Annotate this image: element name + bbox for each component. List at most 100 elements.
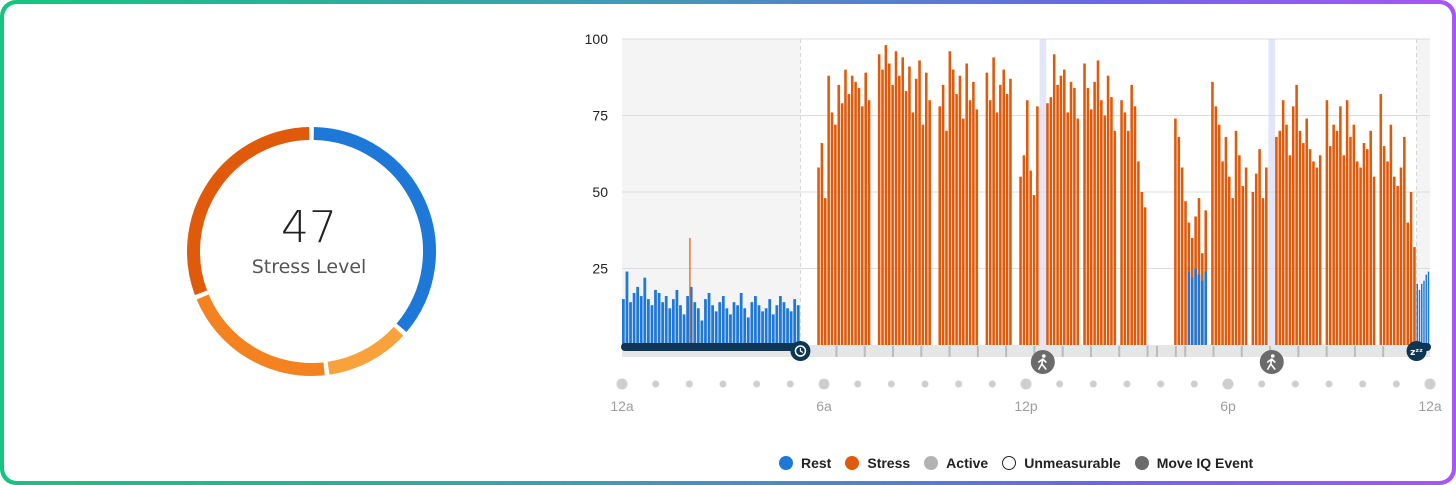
hour-dot — [1089, 380, 1097, 388]
x-tick-label: 6a — [816, 398, 832, 414]
stress-bar — [941, 84, 945, 346]
stress-bar — [908, 66, 911, 345]
rest-bar — [711, 305, 714, 345]
stress-bar — [945, 130, 948, 345]
legend-dot-stress — [845, 456, 860, 470]
stress-bar — [1002, 69, 1005, 345]
rest-bar — [1187, 271, 1191, 345]
stress-bar — [891, 84, 894, 346]
stress-bar — [951, 69, 955, 345]
stress-bar — [1234, 130, 1238, 345]
stress-bar — [985, 72, 989, 345]
stress-bar — [938, 106, 942, 345]
stress-bar — [1103, 115, 1106, 345]
stress-gauge — [187, 127, 436, 376]
stress-bar — [1413, 247, 1416, 345]
stress-bar — [1238, 155, 1241, 345]
stress-bar — [1177, 136, 1181, 345]
stress-bar — [901, 57, 904, 346]
gauge-segment-medium — [196, 294, 325, 376]
stress-bar — [887, 63, 891, 345]
rest-bar — [757, 305, 761, 345]
legend-item-stress[interactable]: Stress — [845, 455, 910, 471]
stress-bar — [921, 124, 925, 346]
rest-bar — [1204, 271, 1207, 345]
hour-dot — [921, 380, 929, 388]
stress-bar — [1005, 94, 1009, 345]
rest-bar — [668, 308, 672, 345]
stress-bar — [1278, 130, 1282, 345]
legend-item-unmeasurable[interactable]: Unmeasurable — [1002, 455, 1121, 471]
stress-bar — [1308, 149, 1312, 345]
stress-bar — [999, 84, 1002, 346]
rest-bar — [1416, 283, 1418, 345]
rest-bar — [661, 302, 665, 345]
stress-bar — [1052, 54, 1056, 346]
stress-bar — [1251, 192, 1255, 345]
rest-bar — [707, 292, 711, 345]
stress-bar — [995, 112, 999, 345]
stress-level-value: 47 — [281, 202, 337, 253]
stress-bar — [1382, 146, 1386, 345]
rest-bar — [639, 296, 643, 345]
stress-bar — [1399, 167, 1403, 345]
stress-bar — [955, 94, 958, 345]
rest-bar — [761, 311, 764, 345]
stress-bar — [854, 81, 857, 345]
stress-bar — [1056, 84, 1059, 346]
stress-bar — [837, 84, 841, 346]
stress-bar — [884, 45, 888, 346]
hour-dot — [1325, 380, 1333, 388]
rest-bar — [725, 308, 729, 345]
stress-bar — [877, 54, 881, 346]
stress-bar — [1329, 146, 1332, 345]
legend-item-rest[interactable]: Rest — [779, 455, 831, 471]
stress-bar — [1086, 87, 1090, 346]
stress-bar — [1325, 100, 1329, 345]
hour-dot-major — [1222, 378, 1234, 390]
legend-dot-move-iq — [1134, 456, 1149, 470]
legend-label-move-iq: Move IQ Event — [1156, 455, 1254, 471]
stress-bar — [1298, 130, 1302, 345]
rest-bar — [750, 302, 754, 345]
hour-dot — [1359, 380, 1367, 388]
stress-bar — [1106, 75, 1110, 345]
rest-bar — [704, 299, 707, 345]
y-tick-label: 50 — [592, 184, 608, 200]
stress-bar — [898, 75, 901, 345]
rest-bar — [789, 311, 793, 345]
stress-bar — [1288, 155, 1292, 345]
active-tick — [1184, 346, 1187, 357]
rest-bar — [718, 302, 722, 345]
y-tick-label: 100 — [585, 31, 609, 47]
stress-bar — [1409, 192, 1413, 345]
hour-dot — [685, 380, 693, 388]
stress-bar — [1197, 198, 1201, 345]
legend-item-move-iq[interactable]: Move IQ Event — [1134, 455, 1254, 471]
hour-dot — [1190, 380, 1198, 388]
walking-icon-head — [1270, 354, 1275, 358]
stress-bar — [1305, 118, 1308, 345]
stress-bar — [925, 72, 928, 345]
sleep-zzz-icon — [1406, 341, 1427, 361]
active-tick — [1240, 346, 1243, 357]
active-tick — [863, 346, 866, 357]
stress-bar — [1362, 143, 1366, 345]
stress-bar — [1265, 167, 1268, 345]
rest-bar — [764, 308, 768, 345]
legend-item-active[interactable]: Active — [924, 455, 988, 471]
active-tick — [1382, 346, 1385, 357]
alarm-clock-face — [794, 345, 807, 357]
walking-icon-figure — [1266, 357, 1276, 370]
stress-bar — [1211, 81, 1214, 345]
rest-bar — [654, 289, 657, 345]
stress-bar — [1315, 167, 1319, 345]
stress-timeline-chart: 100 75 50 25 zᶻᶻ 12a 6a 12p 6p 12a — [585, 31, 1442, 414]
rest-bar — [1425, 274, 1427, 345]
stress-bar — [958, 75, 962, 345]
rest-bar — [1418, 289, 1421, 345]
stress-bar — [1076, 118, 1080, 345]
stress-bar — [1127, 130, 1130, 345]
stress-bar — [1217, 124, 1221, 346]
stress-bar — [1120, 100, 1123, 345]
